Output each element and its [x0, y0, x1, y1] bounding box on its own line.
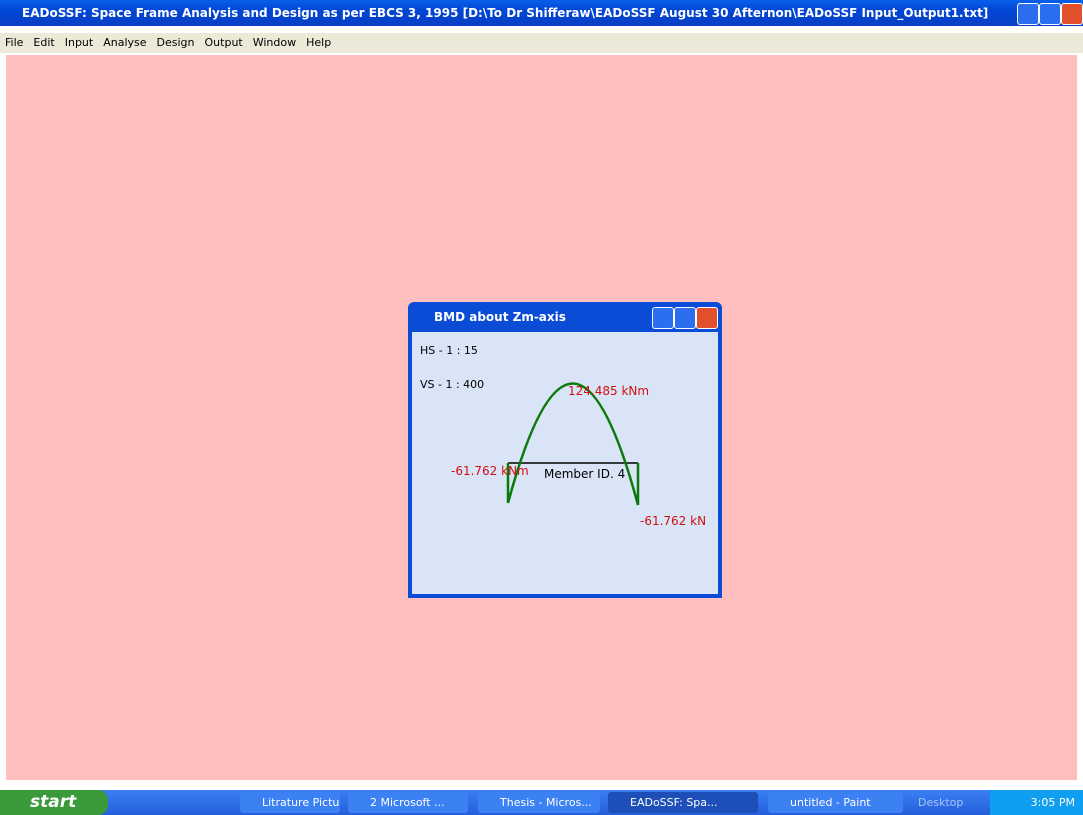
menu-item[interactable]: Help	[306, 36, 331, 49]
close[interactable]	[1061, 3, 1083, 25]
vertical-scale: VS - 1 : 400	[420, 378, 484, 391]
taskbar-button[interactable]: EADoSSF: Spa...	[608, 792, 758, 813]
right-moment-label: -61.762 kN	[640, 514, 706, 528]
moment-curve	[508, 383, 638, 505]
clock: 3:05 PM	[990, 790, 1083, 815]
start-button[interactable]: start	[0, 790, 108, 815]
menu-item[interactable]: Analyse	[103, 36, 146, 49]
horizontal-scale: HS - 1 : 15	[420, 344, 478, 357]
taskbar-button[interactable]: 2 Microsoft ...	[348, 792, 468, 813]
window-title: EADoSSF: Space Frame Analysis and Design…	[22, 6, 988, 20]
menu-item[interactable]: Edit	[33, 36, 54, 49]
member-label: Member ID. 4	[544, 467, 625, 481]
taskbar-button[interactable]: Litrature Pictu...	[240, 792, 340, 813]
menu-item[interactable]: Input	[65, 36, 93, 49]
peak-moment-label: 124.485 kNm	[568, 384, 649, 398]
bmd-window: BMD about Zm-axis HS - 1 : 15 VS - 1 : 4…	[408, 302, 722, 598]
menu-item[interactable]: File	[5, 36, 23, 49]
taskbar-button[interactable]: Thesis - Micros...	[478, 792, 600, 813]
left-moment-label: -61.762 kNm	[451, 464, 529, 478]
dialog-title: BMD about Zm-axis	[434, 310, 566, 324]
minimize[interactable]	[1017, 3, 1039, 25]
dialog-client: HS - 1 : 15 VS - 1 : 400 124.485 kNm -61…	[412, 332, 718, 594]
restore[interactable]	[1039, 3, 1061, 25]
taskbar-button[interactable]: untitled - Paint	[768, 792, 903, 813]
maximize[interactable]	[674, 307, 696, 329]
title-bar: EADoSSF: Space Frame Analysis and Design…	[0, 0, 1083, 26]
bmd-drawing: HS - 1 : 15 VS - 1 : 400 124.485 kNm -61…	[412, 332, 718, 594]
dialog-title-bar: BMD about Zm-axis	[408, 302, 722, 332]
menu-item[interactable]: Output	[205, 36, 243, 49]
menu-item[interactable]: Window	[253, 36, 296, 49]
desktop-toolbar[interactable]: Desktop	[918, 796, 963, 809]
menu-item[interactable]: Design	[157, 36, 195, 49]
close[interactable]	[696, 307, 718, 329]
minimize[interactable]	[652, 307, 674, 329]
taskbar: start Desktop 3:05 PM Litrature Pictu...…	[0, 790, 1083, 815]
screen: EADoSSF: Space Frame Analysis and Design…	[0, 0, 1083, 815]
menu-bar: File Edit Input Analyse Design Output Window He…	[0, 33, 1083, 53]
